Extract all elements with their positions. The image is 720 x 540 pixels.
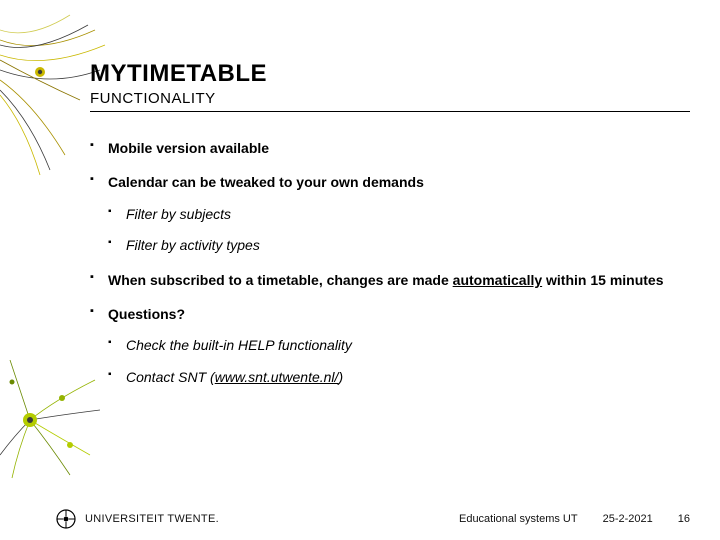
footer-page: 16 (678, 513, 690, 525)
footer-date: 25-2-2021 (603, 513, 653, 525)
list-item: Filter by activity types (108, 236, 690, 256)
list-item: Check the built-in HELP functionality (108, 336, 690, 356)
list-item: Mobile version available (90, 138, 690, 158)
university-logo-icon (55, 508, 77, 530)
list-item-text: Contact SNT ( (126, 369, 215, 385)
list-item-text: When subscribed to a timetable, changes … (108, 272, 453, 288)
list-item-text: within 15 minutes (542, 272, 663, 288)
university-logo-text: UNIVERSITEIT TWENTE. (85, 513, 219, 525)
list-item-text: Calendar can be tweaked to your own dema… (108, 174, 424, 190)
list-item: Questions? Check the built-in HELP funct… (90, 304, 690, 387)
bullet-list: Mobile version available Calendar can be… (90, 138, 690, 388)
list-item: Calendar can be tweaked to your own dema… (90, 172, 690, 255)
sub-list: Filter by subjects Filter by activity ty… (108, 205, 690, 256)
footer: UNIVERSITEIT TWENTE. Educational systems… (0, 508, 720, 530)
page-title: MYTIMETABLE (90, 60, 690, 88)
list-item-text: Questions? (108, 306, 185, 322)
list-item-text: ) (338, 369, 343, 385)
footer-course: Educational systems UT (459, 513, 578, 525)
page-subtitle: FUNCTIONALITY (90, 90, 690, 112)
sub-list: Check the built-in HELP functionality Co… (108, 336, 690, 387)
list-item-emph: automatically (453, 272, 542, 288)
list-item: Filter by subjects (108, 205, 690, 225)
contact-link[interactable]: www.snt.utwente.nl/ (215, 369, 339, 385)
list-item: Contact SNT (www.snt.utwente.nl/) (108, 368, 690, 388)
list-item: When subscribed to a timetable, changes … (90, 270, 690, 290)
